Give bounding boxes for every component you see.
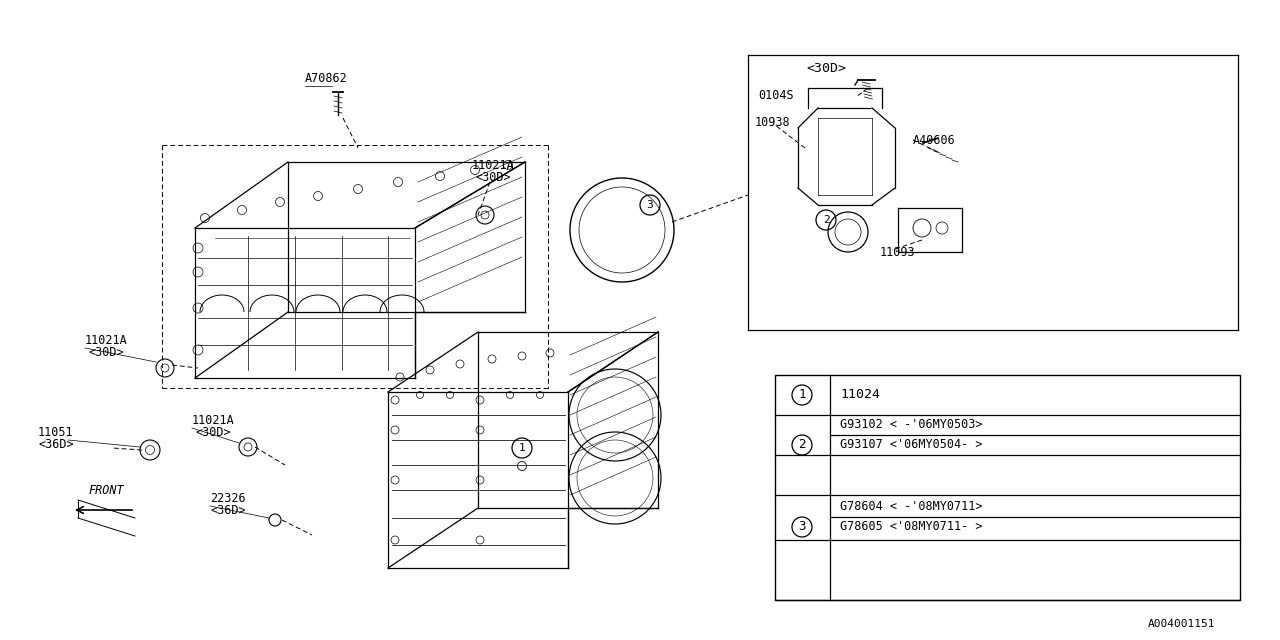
Text: 11051: 11051 — [38, 426, 74, 438]
Text: 11093: 11093 — [881, 246, 915, 259]
Text: 11024: 11024 — [840, 388, 881, 401]
Text: 11021A: 11021A — [84, 333, 128, 346]
Text: 3: 3 — [799, 520, 805, 534]
Text: 2: 2 — [823, 215, 829, 225]
Text: 0104S: 0104S — [758, 88, 794, 102]
Text: G78605 <'08MY0711- >: G78605 <'08MY0711- > — [840, 520, 983, 534]
Bar — [774, 375, 1240, 600]
Text: <30D>: <30D> — [806, 61, 846, 74]
Text: G93107 <'06MY0504- >: G93107 <'06MY0504- > — [840, 438, 983, 451]
Text: 1: 1 — [799, 388, 805, 401]
Text: <30D>: <30D> — [195, 426, 230, 438]
Text: 1: 1 — [518, 443, 525, 453]
Text: 10938: 10938 — [755, 115, 791, 129]
Text: 2: 2 — [799, 438, 805, 451]
Text: FRONT: FRONT — [88, 483, 124, 497]
Text: A004001151: A004001151 — [1148, 619, 1216, 629]
Text: 11021A: 11021A — [472, 159, 515, 172]
Text: <36D>: <36D> — [38, 438, 74, 451]
Text: <30D>: <30D> — [88, 346, 124, 358]
Text: A40606: A40606 — [913, 134, 956, 147]
Text: <36D>: <36D> — [210, 504, 246, 516]
Text: 3: 3 — [646, 200, 653, 210]
Text: G93102 < -'06MY0503>: G93102 < -'06MY0503> — [840, 419, 983, 431]
Text: <30D>: <30D> — [475, 170, 511, 184]
Text: G78604 < -'08MY0711>: G78604 < -'08MY0711> — [840, 499, 983, 513]
Text: 11021A: 11021A — [192, 413, 234, 426]
Text: A70862: A70862 — [305, 72, 348, 84]
Text: 22326: 22326 — [210, 492, 246, 504]
